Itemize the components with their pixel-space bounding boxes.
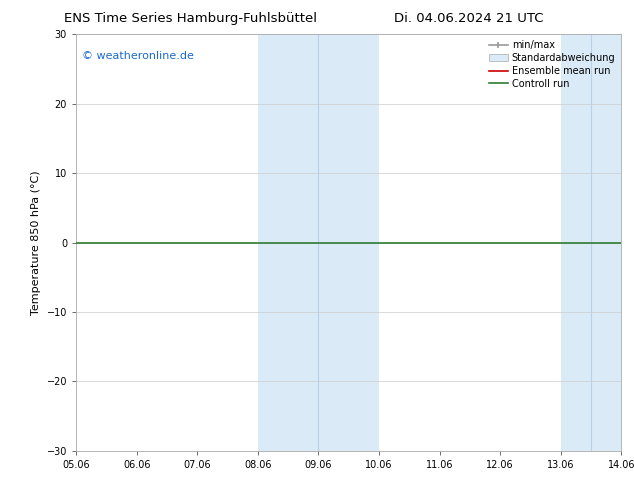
Bar: [258, 34, 379, 451]
Legend: min/max, Standardabweichung, Ensemble mean run, Controll run: min/max, Standardabweichung, Ensemble me…: [484, 36, 619, 93]
Y-axis label: Temperature 850 hPa (°C): Temperature 850 hPa (°C): [31, 170, 41, 315]
Text: © weatheronline.de: © weatheronline.de: [82, 51, 193, 61]
Text: Di. 04.06.2024 21 UTC: Di. 04.06.2024 21 UTC: [394, 12, 544, 25]
Bar: [560, 34, 621, 451]
Text: ENS Time Series Hamburg-Fuhlsbüttel: ENS Time Series Hamburg-Fuhlsbüttel: [63, 12, 317, 25]
